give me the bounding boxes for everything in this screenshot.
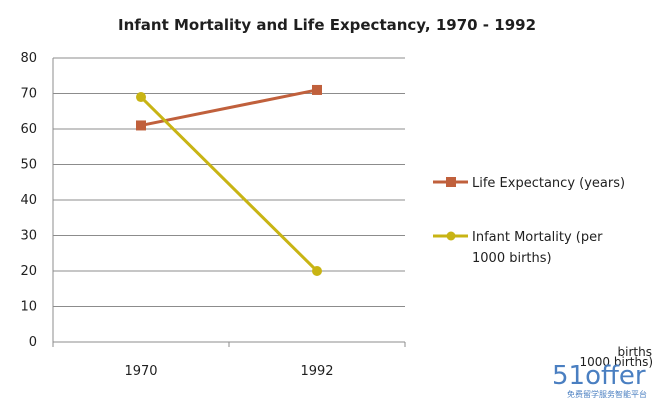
data-point: [312, 266, 322, 276]
legend-item-life-expectancy: Life Expectancy (years): [433, 176, 625, 191]
y-tick-label: 40: [20, 193, 37, 208]
legend-item-infant-mortality: Infant Mortality (per 1000 births): [433, 230, 603, 266]
legend-infant-mortality-label-line2: 1000 births): [472, 251, 552, 266]
watermark-logo: 51offer 免费留学服务智能平台: [552, 361, 647, 399]
y-tick-label: 80: [20, 51, 37, 66]
x-tick-label: 1970: [124, 364, 157, 379]
series-layer: [136, 84, 322, 276]
legend-life-expectancy-label: Life Expectancy (years): [472, 176, 625, 191]
residual-label-line2: 1000 births): [580, 355, 653, 369]
series-life-expectancy-line: [140, 88, 318, 127]
series-infant-mortality-line: [139, 95, 319, 273]
data-point: [136, 120, 146, 131]
legend-infant-mortality-label-line1: Infant Mortality (per: [472, 230, 603, 245]
legend-life-expectancy-marker: [446, 177, 456, 187]
legend: Life Expectancy (years) Infant Mortality…: [433, 176, 625, 266]
y-tick-label: 10: [20, 300, 37, 315]
y-tick-label: 50: [20, 158, 37, 173]
y-tick-label: 0: [29, 335, 37, 350]
series-life-expectancy: [136, 84, 322, 131]
y-tick-label: 70: [20, 87, 37, 102]
data-point: [312, 84, 322, 95]
y-tick-label: 30: [20, 229, 37, 244]
y-axis-ticks: 0 10 20 30 40 50 60 70 80: [20, 51, 37, 350]
watermark-tagline: 免费留学服务智能平台: [567, 389, 647, 399]
chart-title: Infant Mortality and Life Expectancy, 19…: [118, 16, 536, 34]
x-tick-label: 1992: [300, 364, 333, 379]
watermark-logo-text: 51offer: [552, 361, 646, 391]
gridlines: [53, 57, 405, 307]
series-infant-mortality: [136, 92, 322, 276]
legend-infant-mortality-marker: [446, 231, 456, 241]
residual-label-line1: births: [618, 345, 652, 359]
x-axis-ticks: 1970 1992: [124, 364, 333, 379]
data-point: [136, 92, 146, 103]
axes: [52, 58, 406, 347]
y-tick-label: 60: [20, 122, 37, 137]
y-tick-label: 20: [20, 264, 37, 279]
